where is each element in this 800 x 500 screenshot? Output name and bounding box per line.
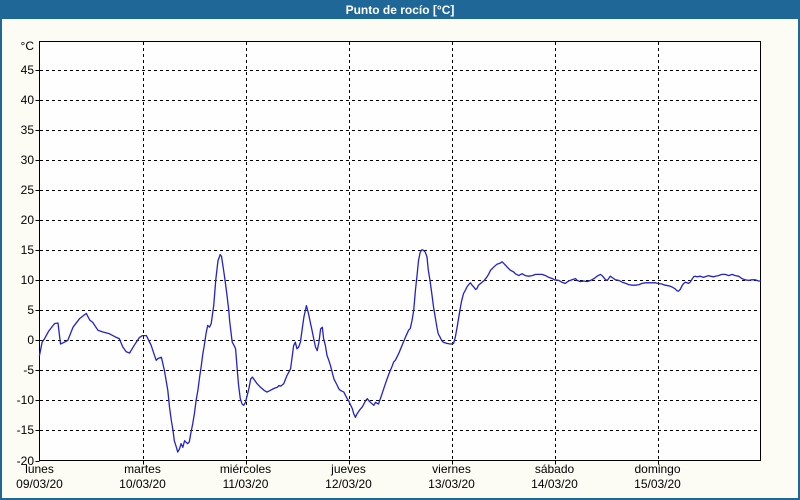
title-bar: Punto de rocío [°C] xyxy=(2,2,798,19)
y-tick-label: 15 xyxy=(20,243,34,257)
x-day-label: domingo xyxy=(634,462,681,476)
x-date-label: 10/03/20 xyxy=(119,477,166,491)
y-tick-label: -15 xyxy=(16,423,34,437)
x-day-label: lunes xyxy=(25,462,54,476)
y-tick-label: -10 xyxy=(16,393,34,407)
chart-title: Punto de rocío [°C] xyxy=(345,3,455,17)
gridlines xyxy=(40,42,760,460)
axis-ticks xyxy=(35,70,659,465)
y-tick-label: 10 xyxy=(20,273,34,287)
x-date-label: 13/03/20 xyxy=(428,477,475,491)
y-tick-label: 20 xyxy=(20,213,34,227)
x-day-label: viernes xyxy=(432,462,471,476)
y-axis-unit: °C xyxy=(20,39,34,53)
x-day-label: sábado xyxy=(534,462,575,476)
y-tick-label: 5 xyxy=(27,303,34,317)
y-tick-label: 0 xyxy=(27,333,34,347)
x-date-label: 09/03/20 xyxy=(16,477,63,491)
y-tick-label: 30 xyxy=(20,153,34,167)
x-day-label: miércoles xyxy=(219,462,272,476)
x-date-label: 11/03/20 xyxy=(222,477,269,491)
y-tick-label: -5 xyxy=(23,363,34,377)
plot-area xyxy=(39,41,761,461)
y-tick-label: 40 xyxy=(20,93,34,107)
y-tick-label: 45 xyxy=(20,63,34,77)
y-tick-label: -20 xyxy=(16,454,34,468)
series-line-punto_de_rocio xyxy=(38,249,762,453)
x-day-label: jueves xyxy=(331,462,366,476)
plot-frame xyxy=(39,41,761,461)
x-date-label: 14/03/20 xyxy=(531,477,578,491)
y-tick-label: 35 xyxy=(20,123,34,137)
x-day-label: martes xyxy=(124,462,161,476)
x-date-label: 15/03/20 xyxy=(634,477,681,491)
y-tick-label: 25 xyxy=(20,183,34,197)
x-date-label: 12/03/20 xyxy=(325,477,372,491)
